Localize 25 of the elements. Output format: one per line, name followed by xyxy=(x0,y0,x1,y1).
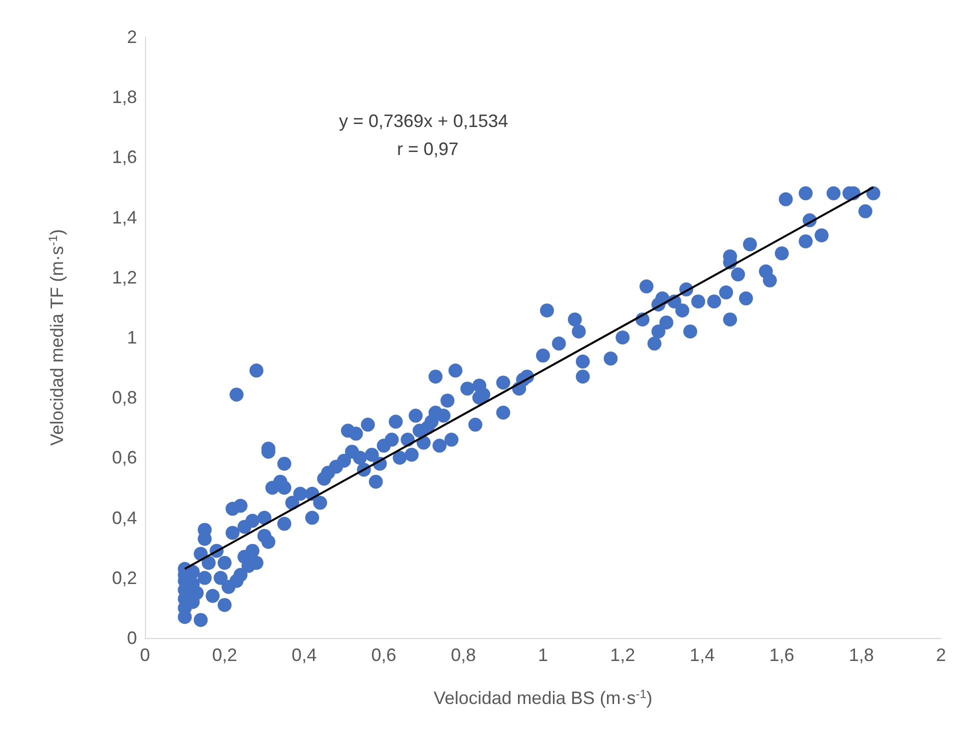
y-tick-label: 1,4 xyxy=(112,207,137,228)
x-tick-label: 0,2 xyxy=(212,645,238,665)
x-tick-label: 0 xyxy=(140,645,150,665)
x-tick-label: 0,6 xyxy=(371,645,396,665)
annotation: y = 0,7369x + 0,1534 xyxy=(339,111,508,131)
y-tick-label: 1,2 xyxy=(112,267,137,288)
y-tick-label: 0,4 xyxy=(112,508,137,528)
y-tick-label: 0,2 xyxy=(112,568,137,588)
x-tick-label: 1,4 xyxy=(690,645,715,665)
y-tick-label: 1,6 xyxy=(112,147,137,168)
x-tick-label: 0,4 xyxy=(292,645,317,665)
x-tick-label: 0,8 xyxy=(450,645,476,665)
y-tick-label: 0,8 xyxy=(112,388,137,408)
x-tick-label: 1,6 xyxy=(769,645,794,665)
x-tick-label: 2 xyxy=(936,645,946,665)
annotation: r = 0,97 xyxy=(397,139,459,159)
y-tick-label: 2 xyxy=(126,27,137,47)
y-tick-label: 0 xyxy=(126,628,137,648)
y-axis-title: Velocidad media TF (m·s-1) xyxy=(46,229,67,446)
y-tick-label: 1,8 xyxy=(112,87,137,108)
y-tick-label: 1 xyxy=(126,328,137,348)
x-tick-label: 1,2 xyxy=(610,645,636,665)
x-tick-label: 1,8 xyxy=(848,645,874,665)
x-tick-label: 1 xyxy=(538,645,548,665)
y-tick-label: 0,6 xyxy=(112,448,137,468)
